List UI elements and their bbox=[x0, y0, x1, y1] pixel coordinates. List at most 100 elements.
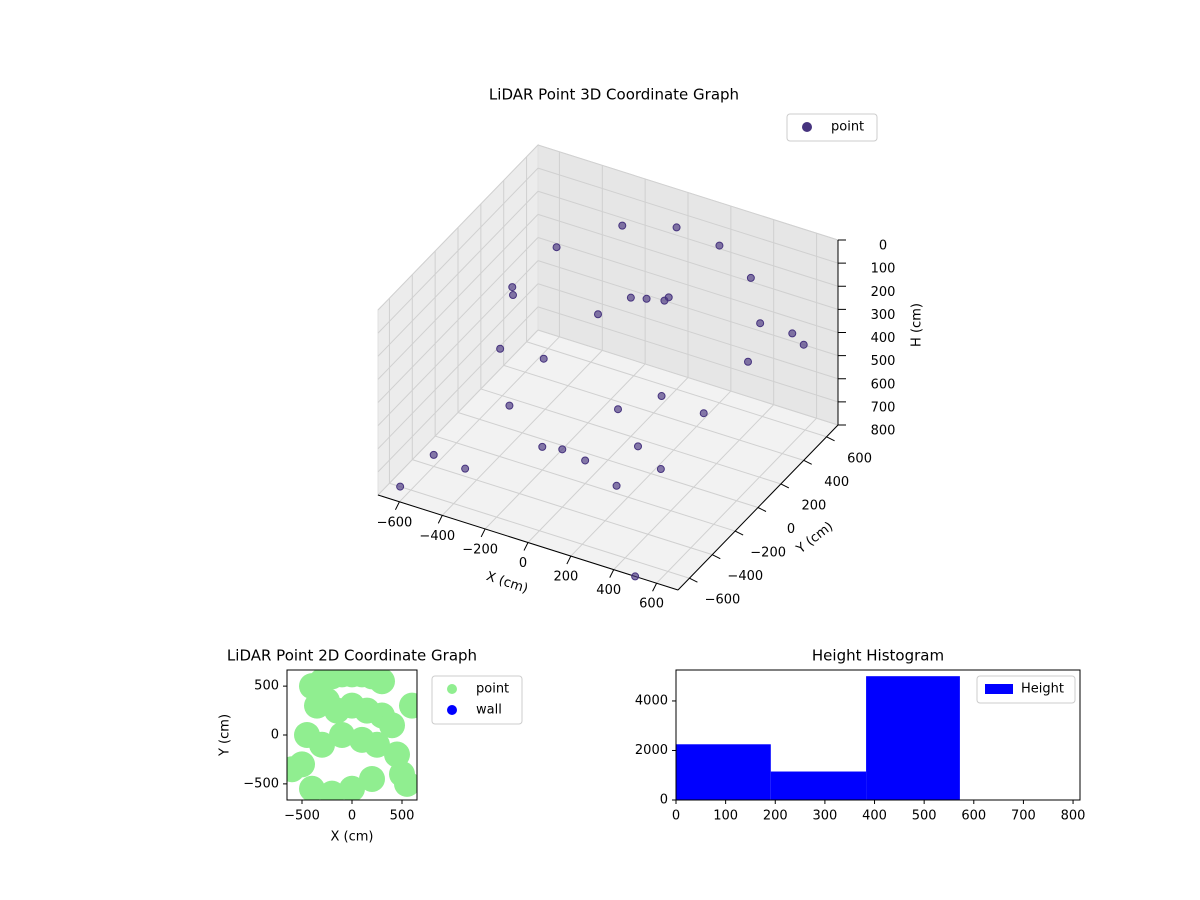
point bbox=[612, 481, 621, 490]
x-tick bbox=[652, 582, 658, 592]
grid-line bbox=[537, 190, 839, 287]
x-tick-label: 200 bbox=[763, 809, 788, 824]
point bbox=[614, 405, 622, 414]
grid-line bbox=[412, 459, 713, 556]
z-tick-label: 500 bbox=[871, 354, 896, 369]
y-tick-label: 200 bbox=[801, 498, 826, 513]
z-axis-label: H (cm) bbox=[910, 303, 925, 347]
x-tick-label: −200 bbox=[462, 542, 498, 557]
z-tick-label: 400 bbox=[871, 331, 896, 346]
x-tick-label: 0 bbox=[519, 556, 527, 571]
x-tick bbox=[566, 555, 572, 565]
grid-line bbox=[377, 306, 539, 473]
point bbox=[788, 329, 797, 338]
point bbox=[505, 401, 514, 410]
y-tick-label: 0 bbox=[660, 793, 668, 808]
x-tick-label: −600 bbox=[377, 515, 413, 530]
axis-line bbox=[677, 424, 839, 591]
grid-line bbox=[377, 237, 539, 403]
plot-frame bbox=[675, 669, 1081, 801]
point bbox=[538, 442, 547, 451]
point bbox=[715, 241, 724, 250]
legend-label: wall bbox=[476, 703, 502, 718]
point bbox=[508, 283, 517, 292]
point bbox=[359, 765, 385, 792]
point bbox=[384, 741, 410, 768]
legend-label: Height bbox=[1021, 682, 1064, 697]
z-tick-label: 600 bbox=[871, 377, 896, 392]
y-tick-label: 2000 bbox=[635, 743, 668, 758]
z-tick-label: 0 bbox=[879, 239, 887, 254]
point bbox=[396, 482, 405, 491]
point bbox=[299, 775, 325, 800]
grid-line bbox=[377, 214, 539, 380]
y-tick-label: −500 bbox=[243, 776, 279, 791]
grid-line bbox=[537, 144, 839, 241]
y-tick-label: 500 bbox=[254, 679, 279, 694]
x-tick-label: 400 bbox=[862, 809, 887, 824]
y-tick-label: 400 bbox=[824, 475, 849, 490]
point bbox=[746, 273, 755, 282]
point bbox=[394, 770, 417, 797]
point bbox=[509, 291, 517, 300]
point bbox=[631, 572, 640, 581]
y-tick bbox=[689, 577, 698, 583]
point bbox=[319, 780, 345, 800]
point bbox=[634, 442, 642, 451]
x-tick-label: 500 bbox=[390, 809, 415, 824]
x-tick-label: 200 bbox=[553, 570, 578, 585]
y-tick-label: 600 bbox=[847, 451, 872, 466]
x-tick-label: 300 bbox=[812, 809, 837, 824]
y-tick-label: 0 bbox=[787, 522, 795, 537]
point bbox=[626, 293, 635, 302]
y-tick bbox=[826, 436, 835, 442]
grid-line bbox=[537, 260, 839, 357]
y-axis-label: Y (cm) bbox=[218, 714, 233, 757]
x-tick-label: 500 bbox=[912, 809, 937, 824]
point bbox=[672, 223, 681, 232]
x-tick-label: −500 bbox=[284, 809, 320, 824]
x-tick-label: 600 bbox=[639, 597, 664, 612]
point bbox=[339, 775, 365, 800]
grid-line bbox=[537, 329, 839, 426]
grid-line bbox=[537, 306, 839, 403]
point bbox=[558, 445, 567, 454]
x-tick bbox=[609, 569, 615, 578]
grid-line bbox=[480, 388, 782, 485]
point bbox=[656, 465, 665, 474]
chart-title: LiDAR Point 3D Coordinate Graph bbox=[489, 86, 739, 104]
z-tick-label: 200 bbox=[871, 285, 896, 300]
point bbox=[799, 340, 808, 349]
point bbox=[399, 692, 417, 719]
grid-line bbox=[537, 167, 839, 264]
y-tick-label: −400 bbox=[727, 569, 763, 584]
y-axis-label: Y (cm) bbox=[793, 519, 836, 557]
grid-line bbox=[377, 144, 539, 311]
legend-marker bbox=[447, 705, 457, 715]
chart-title: LiDAR Point 2D Coordinate Graph bbox=[227, 647, 477, 665]
point bbox=[744, 357, 752, 366]
x-tick-label: 0 bbox=[348, 809, 356, 824]
y-tick-label: 4000 bbox=[635, 693, 668, 708]
z-tick-label: 300 bbox=[871, 308, 896, 323]
point bbox=[539, 354, 548, 363]
x-axis-label: X (cm) bbox=[331, 830, 374, 845]
grid-line bbox=[377, 329, 539, 496]
x-axis-label: X (cm) bbox=[484, 569, 530, 597]
x-tick-label: 0 bbox=[672, 809, 680, 824]
point bbox=[618, 221, 627, 230]
y-tick-label: −200 bbox=[750, 546, 786, 561]
x-tick-label: 400 bbox=[596, 583, 621, 598]
y-tick-label: −600 bbox=[705, 593, 741, 608]
x-tick-label: −400 bbox=[419, 529, 455, 544]
grid-line bbox=[537, 283, 839, 380]
point bbox=[496, 344, 505, 353]
z-tick-label: 700 bbox=[871, 400, 896, 415]
point bbox=[287, 756, 305, 783]
point bbox=[642, 294, 651, 303]
grid-line bbox=[537, 237, 839, 333]
point bbox=[429, 450, 438, 459]
x-tick-label: 600 bbox=[961, 809, 986, 824]
grid-line bbox=[537, 213, 839, 310]
